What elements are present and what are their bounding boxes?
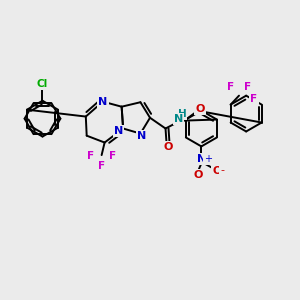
Text: F: F <box>244 82 251 92</box>
Text: N: N <box>197 154 206 164</box>
Text: Cl: Cl <box>37 79 48 89</box>
Text: F: F <box>250 94 257 103</box>
Text: +: + <box>204 154 212 164</box>
Text: -: - <box>220 165 224 175</box>
Text: N: N <box>174 114 183 124</box>
Text: O: O <box>163 142 172 152</box>
Text: N: N <box>98 97 107 106</box>
Text: F: F <box>98 160 105 170</box>
Text: O: O <box>193 170 203 180</box>
Text: N: N <box>114 126 123 136</box>
Text: N: N <box>137 131 147 141</box>
Text: H: H <box>178 109 186 119</box>
Text: F: F <box>110 151 116 161</box>
Text: O: O <box>212 166 222 176</box>
Text: F: F <box>227 82 234 92</box>
Text: O: O <box>196 104 205 114</box>
Text: F: F <box>87 151 94 161</box>
